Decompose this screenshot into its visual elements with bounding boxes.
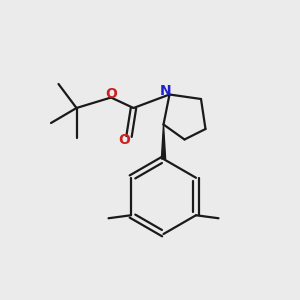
- Text: O: O: [118, 133, 130, 147]
- Polygon shape: [161, 124, 166, 159]
- Text: O: O: [106, 88, 118, 101]
- Text: N: N: [160, 85, 172, 98]
